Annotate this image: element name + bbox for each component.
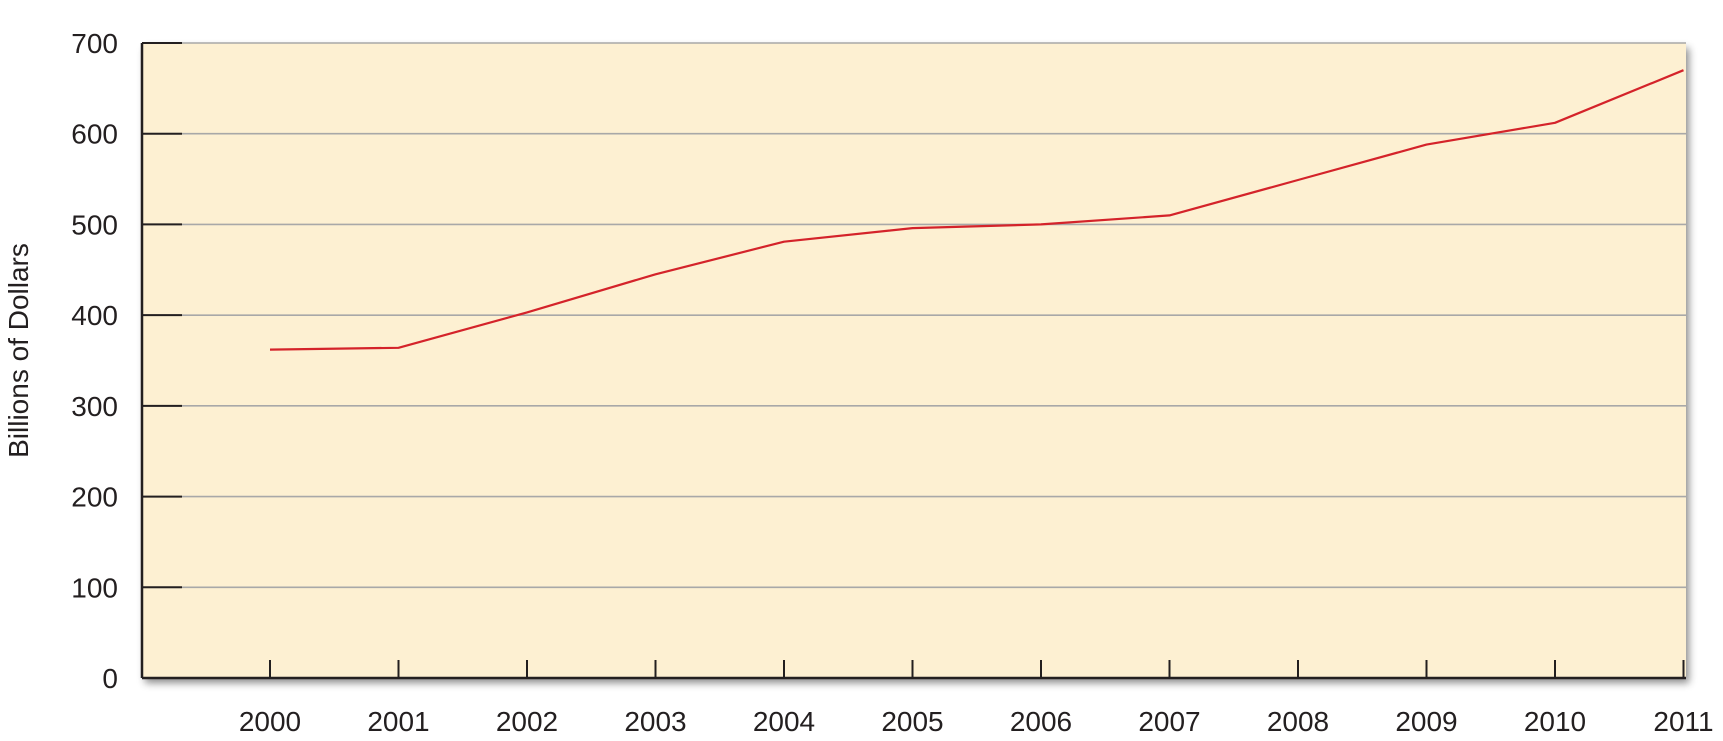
tick-labels: 0 100 200 300 400 500 600 700 2000 2001 2002 2003 20… xyxy=(71,28,1713,737)
x-tick-label-2001: 2001 xyxy=(367,706,429,737)
series-layer xyxy=(268,68,1686,352)
x-tick-label-2004: 2004 xyxy=(753,706,815,737)
data-point-2007 xyxy=(1168,213,1172,217)
x-tick-label-2010: 2010 xyxy=(1524,706,1586,737)
y-tick-label-100: 100 xyxy=(71,572,118,603)
data-point-2009 xyxy=(1425,143,1429,147)
data-point-2010 xyxy=(1553,121,1557,125)
data-point-2011 xyxy=(1682,68,1686,72)
x-tick-label-2011: 2011 xyxy=(1653,706,1713,737)
x-tick-label-2002: 2002 xyxy=(496,706,558,737)
x-tick-label-2003: 2003 xyxy=(624,706,686,737)
data-point-2008 xyxy=(1296,178,1300,182)
x-tick-label-2008: 2008 xyxy=(1267,706,1329,737)
y-tick-label-400: 400 xyxy=(71,300,118,331)
plot-area xyxy=(142,43,1686,678)
data-point-2004 xyxy=(782,240,786,244)
y-tick-label-700: 700 xyxy=(71,28,118,59)
data-point-2006 xyxy=(1039,222,1043,226)
data-point-2001 xyxy=(397,346,401,350)
y-tick-label-200: 200 xyxy=(71,482,118,513)
data-point-2000 xyxy=(268,348,272,352)
data-point-2002 xyxy=(525,310,529,314)
y-tick-label-0: 0 xyxy=(102,663,118,694)
gridlines xyxy=(142,42,1686,589)
x-tick-label-2000: 2000 xyxy=(239,706,301,737)
series-line-0 xyxy=(269,69,1684,351)
y-tick-label-300: 300 xyxy=(71,391,118,422)
x-tick-label-2005: 2005 xyxy=(881,706,943,737)
y-tick-label-600: 600 xyxy=(71,119,118,150)
x-tick-label-2006: 2006 xyxy=(1010,706,1072,737)
data-point-2005 xyxy=(911,226,915,230)
data-point-2003 xyxy=(654,272,658,276)
axes xyxy=(140,42,1686,680)
x-tick-label-2007: 2007 xyxy=(1138,706,1200,737)
y-tick-label-500: 500 xyxy=(71,209,118,240)
y-axis-title: Billions of Dollars xyxy=(3,243,34,458)
x-tick-label-2009: 2009 xyxy=(1395,706,1457,737)
